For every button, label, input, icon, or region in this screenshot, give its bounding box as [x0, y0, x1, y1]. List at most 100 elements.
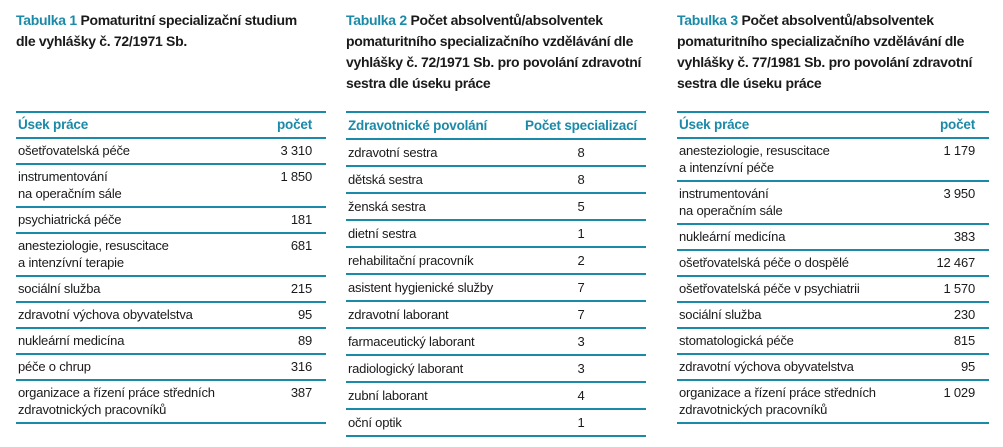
table-label: Tabulka 2 — [346, 12, 407, 28]
table-row: instrumentování na operačním sále 3 950 — [677, 182, 989, 225]
table-row: instrumentování na operačním sále 1 850 — [16, 165, 326, 208]
value-cell: 2 — [577, 253, 585, 268]
table-header-row: Úsek práce počet — [677, 113, 989, 139]
value-cell: 1 — [577, 226, 585, 241]
table-header-row: Zdravotnické povolání Počet specializací — [346, 113, 646, 140]
column-header: Úsek práce — [18, 117, 89, 132]
table-row: zdravotní sestra 8 — [346, 140, 646, 167]
label-cell: sociální služba — [679, 307, 762, 322]
table-row: ženská sestra 5 — [346, 194, 646, 221]
table-row: psychiatrická péče 181 — [16, 208, 326, 234]
value-cell: 181 — [290, 212, 312, 227]
table-2-grid: Zdravotnické povolání Počet specializací z… — [346, 111, 646, 437]
table-row: ošetřovatelská péče 3 310 — [16, 139, 326, 165]
value-cell: 4 — [577, 388, 585, 403]
value-cell: 3 — [577, 334, 585, 349]
value-cell: 12 467 — [936, 255, 975, 270]
table-row: sociální služba 215 — [16, 277, 326, 303]
value-cell: 7 — [577, 307, 585, 322]
value-cell: 7 — [577, 280, 585, 295]
value-cell: 387 — [290, 385, 312, 400]
label-cell: ošetřovatelská péče — [18, 143, 130, 158]
value-cell: 1 850 — [280, 169, 312, 184]
table-3-grid: Úsek práce počet anesteziologie, resuscita… — [677, 111, 989, 424]
table-row: dětská sestra 8 — [346, 167, 646, 194]
table-row: ošetřovatelská péče o dospělé 12 467 — [677, 251, 989, 277]
value-cell: 1 029 — [943, 385, 975, 400]
value-cell: 1 — [577, 415, 585, 430]
table-row: zdravotní laborant 7 — [346, 302, 646, 329]
table-row: péče o chrup 316 — [16, 355, 326, 381]
label-cell: zdravotní výchova obyvatelstva — [679, 359, 854, 374]
label-cell: organizace a řízení práce středních zdra… — [18, 385, 215, 417]
value-cell: 1 179 — [943, 143, 975, 158]
label-cell: stomatologická péče — [679, 333, 794, 348]
label-cell: dietní sestra — [348, 226, 417, 241]
value-cell: 8 — [577, 172, 585, 187]
label-cell: asistent hygienické služby — [348, 280, 494, 295]
label-cell: ošetřovatelská péče v psychiatrii — [679, 281, 860, 296]
table-2-title: Tabulka 2 Počet absolventů/absolventek p… — [346, 10, 646, 94]
label-cell: instrumentování na operačním sále — [679, 186, 783, 218]
table-title-text: Počet absolventů/absolventek pomaturitní… — [346, 12, 642, 91]
value-cell: 3 — [577, 361, 585, 376]
value-cell: 215 — [290, 281, 312, 296]
label-cell: zdravotní výchova obyvatelstva — [18, 307, 193, 322]
label-cell: nukleární medicína — [679, 229, 786, 244]
label-cell: sociální služba — [18, 281, 101, 296]
column-header: počet — [939, 117, 975, 132]
table-row: anesteziologie, resuscitace a intenzívní… — [16, 234, 326, 277]
label-cell: oční optik — [348, 415, 402, 430]
value-cell: 95 — [297, 307, 312, 322]
table-row: rehabilitační pracovník 2 — [346, 248, 646, 275]
table-1-title: Tabulka 1 Pomaturitní specializační stud… — [16, 10, 316, 52]
label-cell: rehabilitační pracovník — [348, 253, 474, 268]
table-row: anesteziologie, resuscitace a intenzívní… — [677, 139, 989, 182]
table-row: asistent hygienické služby 7 — [346, 275, 646, 302]
label-cell: anesteziologie, resuscitace a intenzívní… — [18, 238, 169, 270]
table-row: farmaceutický laborant 3 — [346, 329, 646, 356]
table-row: dietní sestra 1 — [346, 221, 646, 248]
value-cell: 230 — [953, 307, 975, 322]
column-header: Úsek práce — [679, 117, 750, 132]
value-cell: 3 950 — [943, 186, 975, 201]
table-row: nukleární medicína 383 — [677, 225, 989, 251]
label-cell: organizace a řízení práce středních zdra… — [679, 385, 876, 417]
label-cell: farmaceutický laborant — [348, 334, 475, 349]
table-row: zdravotní výchova obyvatelstva 95 — [16, 303, 326, 329]
table-row: zubní laborant 4 — [346, 383, 646, 410]
table-title-text: Pomaturitní specializační studium dle vy… — [16, 12, 297, 49]
table-row: oční optik 1 — [346, 410, 646, 437]
table-row: organizace a řízení práce středních zdra… — [16, 381, 326, 424]
column-header: počet — [276, 117, 312, 132]
label-cell: psychiatrická péče — [18, 212, 122, 227]
value-cell: 681 — [290, 238, 312, 253]
value-cell: 1 570 — [943, 281, 975, 296]
value-cell: 95 — [960, 359, 975, 374]
column-header: Počet specializací — [525, 118, 637, 133]
table-label: Tabulka 1 — [16, 12, 77, 28]
value-cell: 815 — [953, 333, 975, 348]
value-cell: 5 — [577, 199, 585, 214]
label-cell: anesteziologie, resuscitace a intenzívní… — [679, 143, 830, 175]
label-cell: ošetřovatelská péče o dospělé — [679, 255, 849, 270]
label-cell: péče o chrup — [18, 359, 91, 374]
value-cell: 383 — [953, 229, 975, 244]
value-cell: 89 — [297, 333, 312, 348]
table-3-title: Tabulka 3 Počet absolventů/absolventek p… — [677, 10, 977, 94]
column-header: Zdravotnické povolání — [348, 118, 488, 133]
value-cell: 8 — [577, 145, 585, 160]
label-cell: nukleární medicína — [18, 333, 125, 348]
table-row: sociální služba 230 — [677, 303, 989, 329]
label-cell: zdravotní sestra — [348, 145, 438, 160]
table-title-text: Počet absolventů/absolventek pomaturitní… — [677, 12, 973, 91]
value-cell: 3 310 — [280, 143, 312, 158]
table-row: nukleární medicína 89 — [16, 329, 326, 355]
label-cell: zdravotní laborant — [348, 307, 449, 322]
table-1-grid: Úsek práce počet ošetřovatelská péče 3 310 i… — [16, 111, 326, 424]
table-header-row: Úsek práce počet — [16, 113, 326, 139]
table-row: zdravotní výchova obyvatelstva 95 — [677, 355, 989, 381]
value-cell: 316 — [290, 359, 312, 374]
table-row: stomatologická péče 815 — [677, 329, 989, 355]
table-row: organizace a řízení práce středních zdra… — [677, 381, 989, 424]
